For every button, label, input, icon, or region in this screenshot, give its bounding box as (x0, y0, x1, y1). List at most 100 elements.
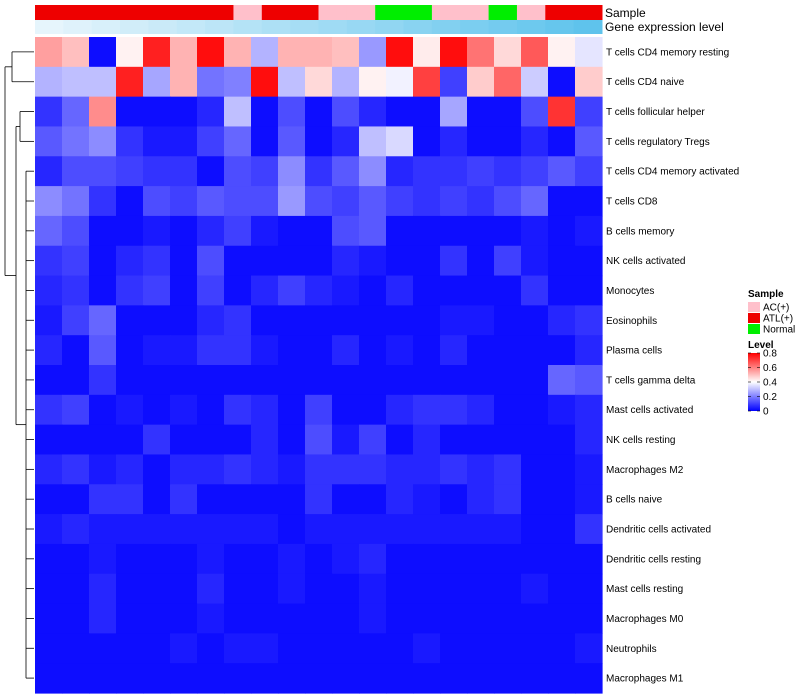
heatmap-cell (521, 454, 549, 485)
heatmap-cell (386, 335, 414, 366)
heatmap-cell (467, 633, 495, 664)
heatmap-cell (386, 126, 414, 157)
heatmap-cell (89, 96, 117, 128)
heatmap-cell (197, 96, 225, 128)
heatmap-cell (143, 126, 171, 157)
heatmap-cell (440, 394, 468, 426)
heatmap-cell (494, 543, 522, 575)
legend-tick-label: 0.4 (763, 378, 777, 389)
legend-sample-title: Sample (748, 289, 784, 300)
heatmap-cell (413, 186, 441, 217)
heatmap-cell (467, 365, 495, 396)
heatmap-cell (35, 484, 63, 515)
heatmap-cell (440, 305, 468, 336)
heatmap-cell (62, 66, 90, 98)
heatmap-cell (116, 454, 144, 485)
heatmap-cell (35, 186, 63, 217)
heatmap-cell (305, 335, 333, 366)
heatmap-cell (359, 335, 387, 366)
heatmap-cell (521, 156, 549, 187)
heatmap-cell (278, 394, 306, 426)
heatmap-cell (116, 215, 144, 247)
heatmap-cell (197, 514, 225, 545)
heatmap-cell (386, 454, 414, 485)
heatmap-cell (278, 126, 306, 157)
heatmap-cell (332, 37, 360, 68)
row-label: NK cells activated (606, 256, 685, 267)
heatmap-cell (170, 543, 198, 575)
heatmap-cell (359, 365, 387, 396)
heatmap-cell (413, 514, 441, 545)
heatmap-cell (278, 37, 306, 68)
row-label: Plasma cells (606, 346, 662, 357)
heatmap-cell (386, 186, 414, 217)
heatmap-cell (494, 394, 522, 426)
heatmap-cell (575, 215, 603, 247)
expression-annotation-cell (233, 20, 263, 34)
heatmap-cell (143, 454, 171, 485)
legend: Sample AC(+)ATL(+)Normal Level 0.8 0.6 0.4… (748, 289, 795, 418)
heatmap-cell (143, 365, 171, 396)
heatmap-cell (548, 305, 576, 336)
heatmap-cell (278, 514, 306, 545)
heatmap-cell (440, 215, 468, 247)
heatmap-cell (521, 365, 549, 396)
heatmap-cell (413, 365, 441, 396)
heatmap-cell (251, 454, 279, 485)
heatmap-cell (548, 573, 576, 605)
heatmap-cell (35, 543, 63, 575)
sample-annotation-cell (516, 5, 546, 20)
heatmap-cell (548, 484, 576, 515)
heatmap-cell (35, 66, 63, 98)
heatmap-cell (467, 96, 495, 128)
heatmap-cell (494, 603, 522, 634)
heatmap-cell (170, 275, 198, 306)
heatmap-cell (35, 663, 63, 694)
heatmap-cell (359, 603, 387, 634)
heatmap-cell (440, 365, 468, 396)
sample-annotation-cell (91, 5, 121, 20)
legend-entry-label: Normal (763, 325, 795, 336)
heatmap-cell (197, 156, 225, 187)
expression-annotation-cell (431, 20, 461, 34)
heatmap-cell (305, 275, 333, 306)
heatmap-cell (251, 573, 279, 605)
heatmap-cell (170, 573, 198, 605)
sample-annotation-cell (120, 5, 149, 20)
heatmap-cell (278, 96, 306, 128)
heatmap-cell (224, 126, 252, 157)
heatmap-cell (575, 603, 603, 634)
heatmap-cell (116, 514, 144, 545)
sample-annotation-cell (431, 5, 461, 20)
heatmap-cell (197, 66, 225, 98)
heatmap-cell (197, 484, 225, 515)
heatmap-cell (332, 633, 360, 664)
heatmap-cell (386, 215, 414, 247)
heatmap-cell (89, 335, 117, 366)
expression-annotation-cell (346, 20, 376, 34)
heatmap-cell (521, 514, 549, 545)
heatmap-cell (332, 215, 360, 247)
heatmap-cell (170, 514, 198, 545)
heatmap-cell (494, 96, 522, 128)
heatmap-cell (413, 126, 441, 157)
expression-annotation-cell (545, 20, 575, 34)
heatmap-cell (89, 156, 117, 187)
heatmap-cell (494, 66, 522, 98)
heatmap-cell (575, 37, 603, 68)
heatmap-cell (170, 245, 198, 277)
heatmap-cell (143, 633, 171, 664)
heatmap-cell (359, 394, 387, 426)
heatmap-cell (89, 365, 117, 396)
heatmap-cell (278, 543, 306, 575)
heatmap-cell (521, 543, 549, 575)
heatmap-cell (278, 186, 306, 217)
expression-annotation-cell (35, 20, 64, 34)
row-label: T cells CD4 memory resting (606, 47, 729, 58)
heatmap-cell (143, 514, 171, 545)
heatmap-cell (575, 484, 603, 515)
heatmap-cell (278, 156, 306, 187)
heatmap-cell (170, 394, 198, 426)
heatmap-cell (548, 514, 576, 545)
heatmap-cell (170, 156, 198, 187)
